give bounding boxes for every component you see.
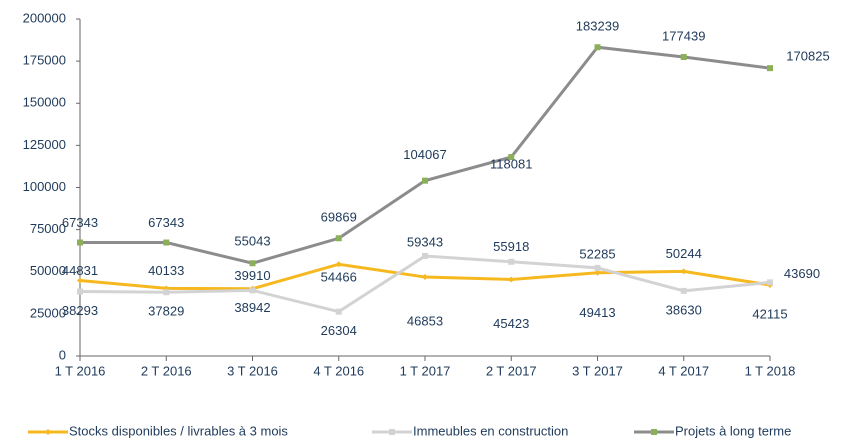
- y-tick-label: 100000: [23, 179, 66, 194]
- data-label: 42115: [752, 306, 787, 321]
- data-label: 54466: [321, 270, 357, 285]
- marker: [594, 44, 601, 51]
- legend-marker: [45, 429, 51, 435]
- marker: [508, 154, 515, 161]
- data-label: 118081: [490, 156, 532, 171]
- legend-label: Projets à long terme: [675, 423, 791, 438]
- legend-item: Stocks disponibles / livrables à 3 mois: [28, 423, 288, 438]
- x-tick-label: 2 T 2016: [141, 363, 192, 378]
- legend-marker: [389, 429, 395, 435]
- data-label: 183239: [576, 19, 619, 34]
- data-label: 37829: [148, 304, 184, 319]
- data-label: 104067: [403, 147, 446, 162]
- y-tick-label: 175000: [23, 53, 66, 68]
- data-label: 43690: [784, 266, 820, 281]
- marker: [680, 287, 687, 294]
- marker: [335, 235, 342, 242]
- data-label: 67343: [148, 215, 184, 230]
- x-tick-label: 3 T 2017: [572, 363, 623, 378]
- x-tick-label: 4 T 2017: [658, 363, 709, 378]
- data-label: 38630: [666, 302, 702, 317]
- marker: [422, 253, 428, 260]
- marker: [767, 65, 773, 72]
- x-tick-label: 1 T 2016: [55, 363, 106, 378]
- data-label: 55918: [493, 239, 529, 254]
- data-label: 49413: [579, 305, 615, 320]
- marker: [335, 308, 342, 315]
- legend-marker: [651, 429, 657, 435]
- y-tick-label: 25000: [30, 305, 66, 320]
- marker: [508, 258, 515, 265]
- marker: [422, 177, 428, 184]
- data-label: 26304: [321, 323, 357, 338]
- data-label: 170825: [786, 49, 829, 64]
- data-label: 55043: [234, 234, 270, 249]
- marker: [163, 289, 170, 296]
- marker: [77, 239, 83, 246]
- series: 67343 67343 55043 69869 104067 118081 183239 17…: [62, 19, 830, 267]
- marker: [335, 261, 342, 268]
- marker: [594, 264, 601, 271]
- x-tick-label: 2 T 2017: [486, 363, 537, 378]
- marker: [680, 268, 687, 275]
- marker: [422, 274, 428, 281]
- y-tick-label: 125000: [23, 137, 66, 152]
- marker: [594, 269, 601, 276]
- data-label: 44831: [62, 263, 98, 278]
- y-tick-label: 200000: [23, 10, 66, 25]
- series: 38293 37829 38942 26304 59343 55918 52285 38630…: [62, 234, 820, 338]
- data-label: 38293: [62, 303, 98, 318]
- data-label: 40133: [148, 263, 184, 278]
- data-label: 39910: [234, 268, 270, 283]
- x-tick-label: 1 T 2018: [745, 363, 796, 378]
- y-tick-label: 0: [59, 347, 66, 362]
- legend-item: Projets à long terme: [634, 423, 791, 438]
- marker: [249, 260, 256, 267]
- x-tick-label: 1 T 2017: [400, 363, 451, 378]
- data-label: 52285: [579, 246, 615, 261]
- legend-label: Immeubles en construction: [413, 423, 568, 438]
- data-label: 69869: [321, 210, 357, 225]
- data-label: 67343: [62, 215, 98, 230]
- y-tick-label: 75000: [30, 221, 66, 236]
- x-tick-label: 4 T 2016: [313, 363, 364, 378]
- data-label: 38942: [234, 300, 270, 315]
- marker: [77, 288, 83, 295]
- legend-label: Stocks disponibles / livrables à 3 mois: [69, 423, 288, 438]
- marker: [680, 54, 687, 61]
- marker: [163, 239, 170, 246]
- marker: [77, 277, 83, 284]
- marker: [767, 279, 773, 286]
- series: 44831 40133 39910 54466 46853 45423 49413 50244…: [62, 246, 788, 331]
- marker: [508, 276, 515, 283]
- y-tick-label: 50000: [30, 263, 66, 278]
- y-tick-label: 150000: [23, 95, 66, 110]
- data-label: 177439: [662, 28, 705, 43]
- data-label: 46853: [407, 313, 443, 328]
- data-label: 45423: [493, 316, 529, 331]
- marker: [249, 287, 256, 294]
- legend-item: Immeubles en construction: [372, 423, 568, 438]
- data-label: 50244: [666, 246, 702, 261]
- x-tick-label: 3 T 2016: [227, 363, 278, 378]
- data-label: 59343: [407, 234, 443, 249]
